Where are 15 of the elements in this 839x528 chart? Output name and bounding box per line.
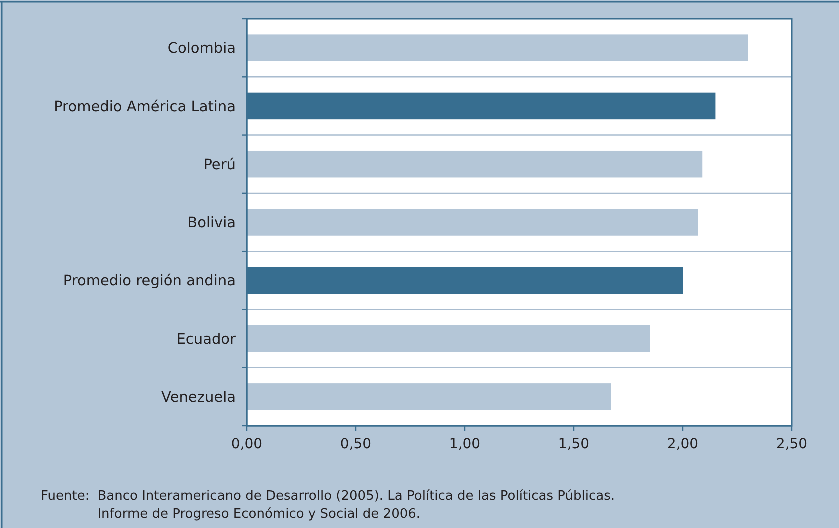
y-tick-label: Promedio región andina <box>63 274 236 290</box>
source-note: Fuente: Banco Interamericano de Desarrollo (2005). La Política de las Políticas Públicas. <box>41 489 616 504</box>
x-tick-label: 2,50 <box>776 436 808 453</box>
x-tick-label: 0,50 <box>340 436 372 453</box>
x-tick-label: 1,00 <box>449 436 481 453</box>
text: Informe de Progreso Económico y Social de 2006. <box>98 507 421 522</box>
y-tick-label: Promedio América Latina <box>54 99 236 116</box>
x-tick-label: 2,00 <box>667 436 699 453</box>
y-tick-label: Colombia <box>168 41 236 58</box>
x-tick-label: 0,00 <box>231 436 263 453</box>
y-tick-label: Venezuela <box>162 390 236 406</box>
y-tick-label: Perú <box>204 157 236 174</box>
y-tick-label: Ecuador <box>176 332 236 348</box>
x-tick-label: 1,50 <box>558 436 590 453</box>
y-tick-label: Bolivia <box>188 216 236 232</box>
